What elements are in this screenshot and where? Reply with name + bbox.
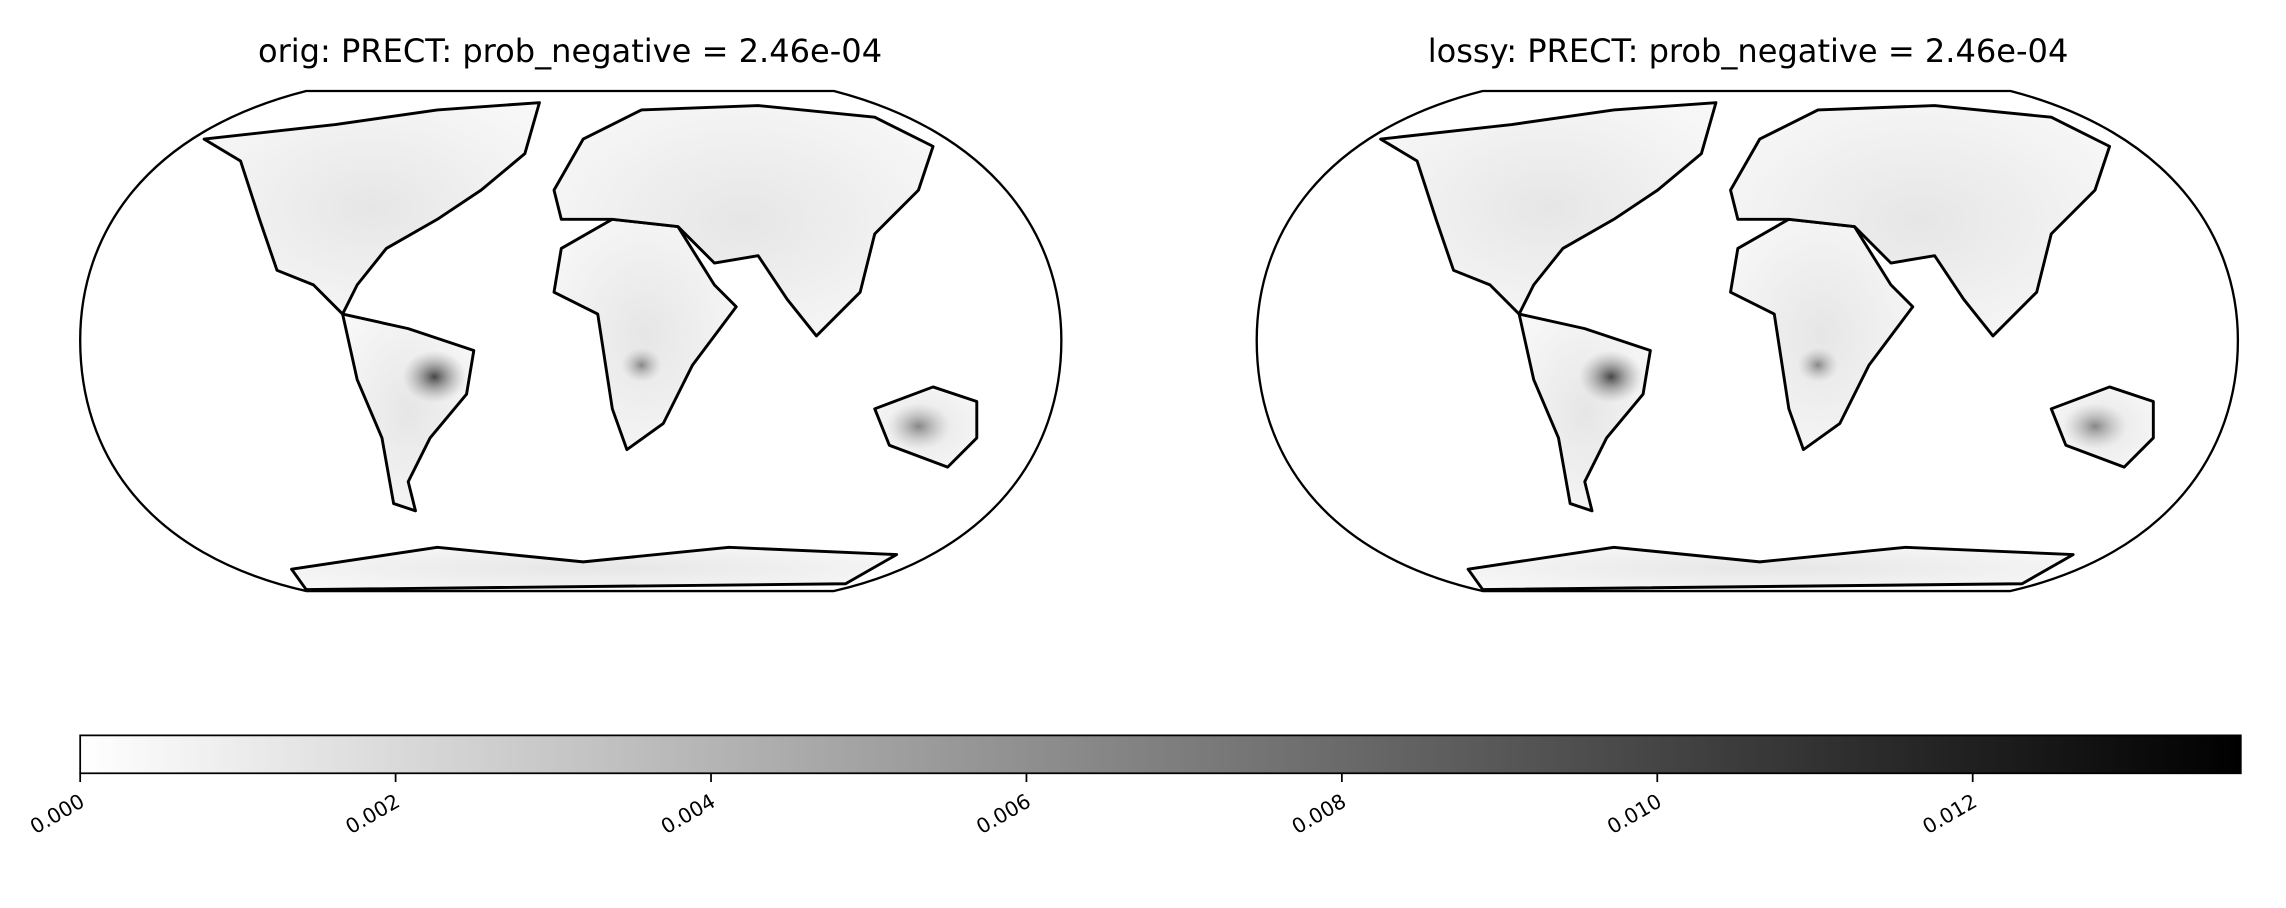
tick-label: 0.004 — [657, 789, 720, 839]
map-left — [78, 89, 1063, 593]
tick-label: 0.012 — [1918, 789, 1981, 839]
map-right — [1255, 89, 2240, 593]
tick-label: 0.002 — [341, 789, 404, 839]
panel-title: orig: PRECT: prob_negative = 2.46e-04 — [258, 32, 882, 70]
tick-label: 0.008 — [1288, 789, 1351, 839]
tick-label: 0.000 — [26, 789, 89, 839]
tick-label: 0.010 — [1603, 789, 1666, 839]
panel-title: lossy: PRECT: prob_negative = 2.46e-04 — [1428, 32, 2069, 70]
tick-label: 0.006 — [972, 789, 1035, 839]
colorbar — [79, 734, 2242, 775]
